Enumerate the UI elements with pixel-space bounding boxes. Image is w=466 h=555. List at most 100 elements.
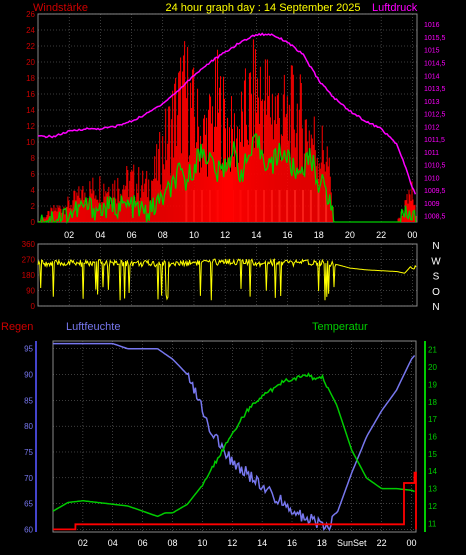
wind-y-tick-label: 26 bbox=[26, 10, 35, 19]
pressure-y-ticks: 1008,5 1009 1009,5 1010 1010,5 1011 1011,5 1012… bbox=[424, 22, 446, 220]
compass-label: W bbox=[431, 256, 441, 267]
wind-x-tick-label: 10 bbox=[189, 230, 199, 240]
wind-axis-title: Windstärke bbox=[33, 2, 88, 14]
humidity-y-tick-label: 70 bbox=[24, 474, 33, 483]
wind-x-tick-label: 06 bbox=[127, 230, 137, 240]
humidity-y-tick-label: 95 bbox=[24, 345, 33, 354]
wind-x-tick-label: 14 bbox=[251, 230, 261, 240]
wind-y-tick-label: 24 bbox=[26, 26, 35, 35]
direction-series bbox=[37, 258, 417, 301]
pressure-y-tick-label: 1015,5 bbox=[424, 35, 446, 42]
direction-y-tick-label: 270 bbox=[22, 256, 36, 265]
humidity-x-tick-label: 10 bbox=[197, 538, 207, 548]
wind-y-tick-label: 14 bbox=[26, 106, 35, 115]
wind-y-tick-label: 22 bbox=[26, 42, 35, 51]
temperature-y-tick-label: 19 bbox=[428, 380, 437, 389]
pressure-y-tick-label: 1014 bbox=[424, 73, 440, 80]
humidity-x-tick-label: 12 bbox=[227, 538, 237, 548]
pressure-y-tick-label: 1011 bbox=[424, 150, 439, 157]
humidity-line bbox=[53, 342, 416, 532]
pressure-y-tick-label: 1011,5 bbox=[424, 137, 445, 144]
humidity-temperature-panel bbox=[52, 340, 417, 533]
wind-x-tick-label: 16 bbox=[283, 230, 293, 240]
wind-x-tick-label: 20 bbox=[345, 230, 355, 240]
humidity-x-tick-label: 18 bbox=[317, 538, 327, 548]
humidity-y-ticks: 60 65 70 75 80 85 90 95 bbox=[24, 345, 33, 535]
humidity-x-tick-label: 14 bbox=[257, 538, 267, 548]
temperature-y-tick-label: 17 bbox=[428, 415, 437, 424]
direction-y-tick-label: 360 bbox=[22, 240, 36, 249]
humidity-x-ticks: 02 04 06 08 10 12 14 16 18 SunSet 22 00 bbox=[78, 538, 417, 548]
temperature-y-tick-label: 20 bbox=[428, 363, 437, 372]
rain-line bbox=[53, 471, 417, 531]
wind-y-tick-label: 2 bbox=[31, 202, 36, 211]
wind-x-tick-label: 00 bbox=[407, 230, 417, 240]
temperature-y-tick-label: 14 bbox=[428, 467, 437, 476]
humidity-y-tick-label: 80 bbox=[24, 422, 33, 431]
temperature-line bbox=[52, 372, 415, 518]
direction-y-ticks: 0 90 180 270 360 bbox=[22, 240, 36, 311]
compass-label: O bbox=[432, 287, 440, 298]
wind-y-tick-label: 18 bbox=[26, 74, 35, 83]
direction-grid bbox=[38, 243, 417, 307]
humidity-y-tick-label: 60 bbox=[24, 525, 33, 534]
humidity-y-tick-label: 85 bbox=[24, 396, 33, 405]
humidity-x-tick-label: SunSet bbox=[337, 538, 367, 548]
compass-label: N bbox=[432, 241, 439, 252]
wind-y-tick-label: 0 bbox=[31, 218, 36, 227]
humidity-x-tick-label: 02 bbox=[78, 538, 88, 548]
humidity-x-tick-label: 22 bbox=[377, 538, 387, 548]
wind-y-tick-label: 4 bbox=[31, 186, 36, 195]
wind-x-tick-label: 22 bbox=[376, 230, 386, 240]
humidity-x-tick-label: 04 bbox=[108, 538, 118, 548]
humidity-y-tick-label: 65 bbox=[24, 500, 33, 509]
humidity-x-tick-label: 00 bbox=[407, 538, 417, 548]
temperature-axis-title: Temperatur bbox=[312, 321, 368, 333]
humidity-series bbox=[53, 342, 416, 532]
pressure-y-tick-label: 1010,5 bbox=[424, 163, 446, 170]
direction-line bbox=[37, 258, 417, 301]
pressure-y-tick-label: 1010 bbox=[424, 175, 440, 182]
temperature-y-ticks: 11 12 13 14 15 16 17 18 19 20 21 bbox=[428, 346, 437, 529]
wind-average-line bbox=[38, 133, 417, 224]
pressure-y-tick-label: 1013 bbox=[424, 99, 440, 106]
pressure-y-tick-label: 1008,5 bbox=[424, 214, 446, 221]
wind-x-ticks: 02 04 06 08 10 12 14 16 18 20 22 00 bbox=[64, 230, 417, 240]
temperature-y-tick-label: 13 bbox=[428, 485, 437, 494]
temperature-y-tick-label: 15 bbox=[428, 450, 437, 459]
temperature-y-tick-label: 21 bbox=[428, 346, 437, 355]
pressure-y-tick-label: 1012 bbox=[424, 124, 440, 131]
humidity-y-tick-label: 75 bbox=[24, 448, 33, 457]
pressure-y-tick-label: 1014,5 bbox=[424, 60, 446, 67]
rain-axis-title: Regen bbox=[1, 321, 33, 333]
pressure-y-tick-label: 1009,5 bbox=[424, 188, 446, 195]
temperature-y-tick-label: 11 bbox=[428, 519, 437, 528]
humidity-y-tick-label: 90 bbox=[24, 371, 33, 380]
wind-x-tick-label: 18 bbox=[314, 230, 324, 240]
wind-y-tick-label: 8 bbox=[31, 154, 36, 163]
pressure-axis-title: Luftdruck bbox=[372, 2, 418, 14]
wind-y-tick-label: 16 bbox=[26, 90, 35, 99]
humidity-x-tick-label: 06 bbox=[138, 538, 148, 548]
pressure-y-tick-label: 1013,5 bbox=[424, 86, 446, 93]
temperature-y-tick-label: 12 bbox=[428, 502, 437, 511]
rain-series bbox=[53, 471, 417, 531]
compass-label: S bbox=[433, 272, 440, 283]
temperature-series bbox=[52, 372, 415, 518]
humidity-axis-title: Luftfeuchte bbox=[66, 321, 120, 333]
pressure-y-tick-label: 1015 bbox=[424, 48, 440, 55]
direction-y-tick-label: 0 bbox=[31, 302, 36, 311]
compass-label: N bbox=[432, 302, 439, 313]
pressure-line bbox=[38, 32, 417, 195]
wind-average-series bbox=[38, 133, 417, 224]
pressure-y-tick-label: 1009 bbox=[424, 201, 440, 208]
pressure-series bbox=[38, 32, 417, 195]
humidity-x-tick-label: 08 bbox=[167, 538, 177, 548]
graph-title: 24 hour graph day : 14 September 2025 bbox=[165, 2, 360, 14]
humidity-x-tick-label: 16 bbox=[287, 538, 297, 548]
pressure-y-tick-label: 1012,5 bbox=[424, 112, 446, 119]
temperature-y-tick-label: 18 bbox=[428, 398, 437, 407]
